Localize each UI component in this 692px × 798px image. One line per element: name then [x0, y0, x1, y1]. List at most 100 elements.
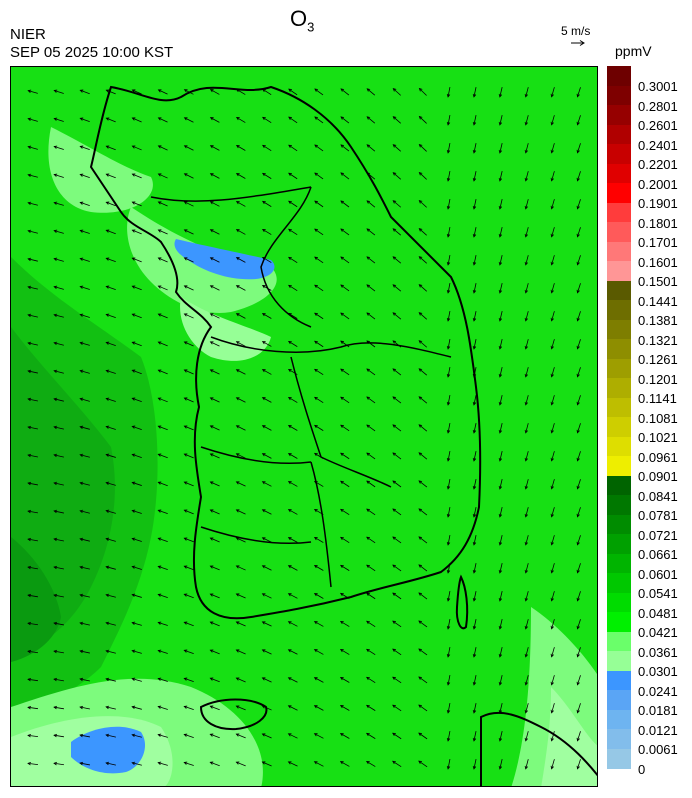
wind-arrow-icon: [105, 369, 116, 374]
wind-arrow-icon: [313, 677, 324, 683]
wind-arrow-icon: [340, 368, 350, 376]
wind-arrow-icon: [235, 761, 246, 767]
colorbar-label: 0.1801: [638, 215, 678, 231]
wind-arrow-icon: [53, 341, 64, 346]
wind-arrow-icon: [53, 453, 64, 458]
wind-arrow-icon: [340, 564, 350, 571]
wind-arrow-icon: [157, 313, 168, 319]
wind-arrow-icon: [27, 369, 38, 374]
wind-arrow-icon: [79, 649, 90, 654]
colorbar-segment: [607, 144, 631, 164]
wind-arrow-icon: [27, 341, 38, 346]
wind-arrow-icon: [498, 87, 503, 98]
wind-arrow-icon: [446, 115, 451, 126]
wind-arrow-icon: [314, 116, 324, 124]
wind-arrow-icon: [418, 732, 428, 740]
boundary-jeolla-north: [200, 446, 312, 465]
wind-arrow-icon: [157, 257, 168, 263]
wind-arrow-icon: [79, 733, 90, 738]
wind-arrow-icon: [418, 284, 428, 292]
wind-vector-field: [27, 87, 581, 770]
wind-arrow-icon: [392, 256, 402, 264]
wind-arrow-icon: [183, 369, 194, 375]
wind-arrow-icon: [314, 284, 324, 292]
colorbar-segment: [607, 592, 631, 613]
wind-arrow-icon: [105, 117, 116, 123]
wind-arrow-icon: [550, 115, 555, 126]
wind-arrow-icon: [550, 199, 555, 210]
wind-arrow-icon: [418, 340, 428, 348]
wind-arrow-icon: [183, 257, 194, 263]
wind-arrow-icon: [446, 283, 451, 294]
colorbar-segment: [607, 241, 631, 262]
wind-arrow-icon: [576, 703, 581, 714]
wind-arrow-icon: [287, 397, 298, 403]
wind-arrow-icon: [79, 145, 90, 151]
wind-arrow-icon: [235, 229, 246, 235]
wind-arrow-icon: [313, 761, 324, 767]
wind-arrow-icon: [366, 564, 376, 572]
wind-arrow-icon: [79, 621, 90, 626]
colorbar-label: 0.0901: [638, 469, 678, 484]
colorbar-label: 0.0961: [638, 449, 678, 465]
wind-arrow-icon: [472, 731, 477, 742]
wind-arrow-icon: [131, 481, 142, 486]
wind-arrow-icon: [105, 509, 116, 514]
wind-arrow-icon: [183, 677, 194, 683]
wind-arrow-icon: [27, 117, 38, 122]
wind-arrow-icon: [131, 453, 142, 458]
wind-arrow-icon: [446, 451, 451, 462]
wind-arrow-icon: [446, 199, 451, 210]
wind-arrow-icon: [79, 425, 90, 430]
wind-arrow-icon: [524, 423, 529, 434]
wind-arrow-icon: [79, 173, 90, 178]
wind-arrow-icon: [418, 704, 428, 712]
colorbar-segment: [607, 202, 631, 223]
boundary-gyeonggi: [260, 186, 312, 328]
wind-arrow-icon: [209, 537, 220, 543]
wind-arrow-icon: [524, 283, 529, 294]
wind-arrow-icon: [313, 593, 324, 599]
colorbar-segment: [607, 105, 631, 125]
wind-arrow-icon: [79, 593, 90, 598]
wind-arrow-icon: [157, 425, 168, 431]
ozone-map: [10, 66, 598, 787]
colorbar-label: 0.0121: [638, 722, 678, 738]
chart-title: O3: [290, 6, 315, 35]
colorbar-segment: [607, 729, 631, 749]
wind-arrow-icon: [287, 453, 298, 459]
wind-arrow-icon: [340, 424, 350, 432]
wind-arrow-icon: [418, 564, 428, 572]
wind-arrow-icon: [287, 509, 298, 515]
wind-arrow-icon: [498, 423, 503, 434]
wind-arrow-icon: [392, 704, 402, 712]
colorbar-segment: [607, 631, 631, 652]
wind-arrow-icon: [418, 620, 428, 628]
wind-arrow-icon: [261, 733, 272, 739]
wind-arrow-icon: [576, 647, 581, 658]
wind-arrow-icon: [498, 759, 503, 770]
wind-arrow-icon: [524, 647, 529, 658]
lower-concentration-patch-east: [541, 687, 597, 786]
wind-arrow-icon: [498, 199, 503, 210]
wind-arrow-icon: [498, 395, 503, 406]
wind-arrow-icon: [261, 228, 272, 235]
colorbar-label: 0: [638, 761, 646, 777]
wind-arrow-icon: [53, 285, 64, 290]
wind-arrow-icon: [472, 647, 477, 658]
wind-arrow-icon: [235, 705, 246, 711]
wind-arrow-icon: [261, 481, 272, 487]
wind-arrow-icon: [576, 675, 581, 686]
wind-arrow-icon: [472, 675, 477, 686]
colorbar-segment: [607, 417, 631, 437]
wind-arrow-icon: [550, 339, 555, 350]
wind-arrow-icon: [53, 537, 64, 542]
wind-arrow-icon: [209, 649, 220, 655]
wind-arrow-icon: [105, 453, 116, 458]
wind-arrow-icon: [209, 257, 220, 263]
wind-arrow-icon: [235, 173, 246, 179]
wind-arrow-icon: [131, 285, 142, 291]
wind-arrow-icon: [314, 368, 324, 376]
wind-arrow-icon: [340, 536, 350, 544]
wind-arrow-icon: [366, 312, 376, 320]
